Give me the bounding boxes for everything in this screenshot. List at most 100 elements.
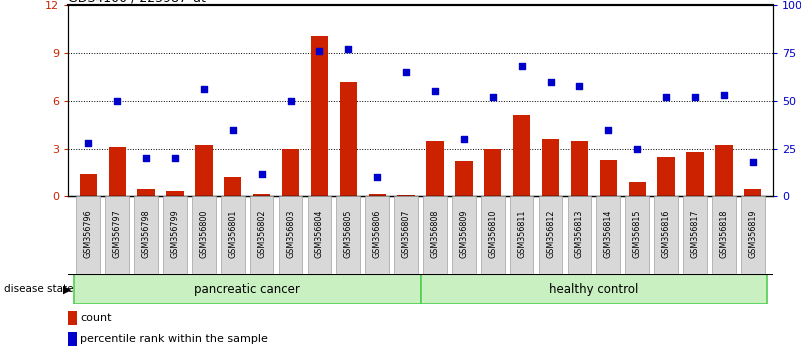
Text: percentile rank within the sample: percentile rank within the sample bbox=[80, 334, 268, 344]
Point bbox=[544, 79, 557, 85]
Text: GSM356799: GSM356799 bbox=[171, 210, 179, 258]
Bar bbox=[311, 36, 328, 196]
Point bbox=[747, 159, 759, 165]
FancyBboxPatch shape bbox=[279, 196, 302, 274]
FancyBboxPatch shape bbox=[683, 196, 706, 274]
Point bbox=[689, 94, 702, 100]
Bar bbox=[253, 194, 270, 196]
Text: GSM356804: GSM356804 bbox=[315, 210, 324, 258]
Text: GSM356797: GSM356797 bbox=[113, 210, 122, 258]
Bar bbox=[455, 161, 473, 196]
Text: GSM356813: GSM356813 bbox=[575, 210, 584, 258]
Text: ▶: ▶ bbox=[63, 284, 72, 295]
FancyBboxPatch shape bbox=[481, 196, 505, 274]
Text: count: count bbox=[80, 313, 112, 323]
Point bbox=[602, 127, 614, 132]
Bar bbox=[629, 182, 646, 196]
Point bbox=[718, 92, 731, 98]
Text: pancreatic cancer: pancreatic cancer bbox=[195, 283, 300, 296]
Text: GSM356816: GSM356816 bbox=[662, 210, 670, 258]
FancyBboxPatch shape bbox=[539, 196, 562, 274]
Text: GSM356815: GSM356815 bbox=[633, 210, 642, 258]
FancyBboxPatch shape bbox=[394, 196, 418, 274]
Text: GSM356810: GSM356810 bbox=[489, 210, 497, 258]
Text: GSM356806: GSM356806 bbox=[372, 210, 382, 258]
Bar bbox=[79, 174, 97, 196]
Text: GSM356819: GSM356819 bbox=[748, 210, 757, 258]
Text: disease state: disease state bbox=[4, 284, 74, 295]
Point bbox=[168, 155, 181, 161]
Text: GSM356817: GSM356817 bbox=[690, 210, 699, 258]
Bar bbox=[421, 274, 767, 304]
Point bbox=[515, 64, 528, 69]
Point bbox=[486, 94, 499, 100]
Text: GSM356812: GSM356812 bbox=[546, 210, 555, 258]
Point bbox=[630, 146, 643, 152]
Text: GDS4100 / 225987_at: GDS4100 / 225987_at bbox=[68, 0, 206, 4]
Text: GSM356805: GSM356805 bbox=[344, 210, 352, 258]
Text: GSM356811: GSM356811 bbox=[517, 210, 526, 258]
Bar bbox=[68, 332, 77, 346]
Point bbox=[111, 98, 123, 104]
FancyBboxPatch shape bbox=[192, 196, 215, 274]
Bar bbox=[167, 191, 183, 196]
Bar bbox=[368, 194, 386, 196]
Bar bbox=[484, 149, 501, 196]
Bar bbox=[74, 274, 421, 304]
Bar bbox=[340, 82, 357, 196]
Text: healthy control: healthy control bbox=[549, 283, 638, 296]
Point bbox=[198, 87, 211, 92]
Point bbox=[400, 69, 413, 75]
Text: GSM356814: GSM356814 bbox=[604, 210, 613, 258]
Text: GSM356818: GSM356818 bbox=[719, 210, 728, 258]
Bar bbox=[513, 115, 530, 196]
FancyBboxPatch shape bbox=[365, 196, 389, 274]
Bar bbox=[426, 141, 444, 196]
FancyBboxPatch shape bbox=[135, 196, 158, 274]
Point bbox=[573, 83, 586, 88]
FancyBboxPatch shape bbox=[250, 196, 273, 274]
FancyBboxPatch shape bbox=[597, 196, 620, 274]
FancyBboxPatch shape bbox=[568, 196, 591, 274]
Bar bbox=[686, 152, 703, 196]
FancyBboxPatch shape bbox=[336, 196, 360, 274]
Bar bbox=[68, 312, 77, 325]
Text: GSM356808: GSM356808 bbox=[430, 210, 440, 258]
Point bbox=[429, 88, 441, 94]
Text: GSM356809: GSM356809 bbox=[459, 210, 469, 258]
Point bbox=[313, 48, 326, 54]
FancyBboxPatch shape bbox=[163, 196, 187, 274]
FancyBboxPatch shape bbox=[654, 196, 678, 274]
Point bbox=[457, 136, 470, 142]
Point bbox=[660, 94, 673, 100]
Point bbox=[284, 98, 297, 104]
Bar bbox=[658, 156, 674, 196]
Bar bbox=[571, 141, 588, 196]
Text: GSM356798: GSM356798 bbox=[142, 210, 151, 258]
FancyBboxPatch shape bbox=[221, 196, 244, 274]
FancyBboxPatch shape bbox=[712, 196, 735, 274]
Point bbox=[342, 46, 355, 52]
Bar bbox=[541, 139, 559, 196]
Text: GSM356803: GSM356803 bbox=[286, 210, 295, 258]
FancyBboxPatch shape bbox=[76, 196, 100, 274]
Bar bbox=[195, 145, 212, 196]
Bar bbox=[600, 160, 617, 196]
Bar bbox=[282, 149, 300, 196]
FancyBboxPatch shape bbox=[626, 196, 649, 274]
Point bbox=[256, 171, 268, 176]
Bar bbox=[397, 195, 415, 196]
Bar bbox=[715, 145, 733, 196]
FancyBboxPatch shape bbox=[741, 196, 765, 274]
Point bbox=[139, 155, 152, 161]
Bar bbox=[138, 189, 155, 196]
Bar bbox=[224, 177, 241, 196]
Bar bbox=[108, 147, 126, 196]
Text: GSM356807: GSM356807 bbox=[401, 210, 411, 258]
Text: GSM356801: GSM356801 bbox=[228, 210, 237, 258]
Point bbox=[82, 140, 95, 146]
FancyBboxPatch shape bbox=[308, 196, 332, 274]
FancyBboxPatch shape bbox=[452, 196, 476, 274]
Text: GSM356800: GSM356800 bbox=[199, 210, 208, 258]
Text: GSM356802: GSM356802 bbox=[257, 210, 266, 258]
